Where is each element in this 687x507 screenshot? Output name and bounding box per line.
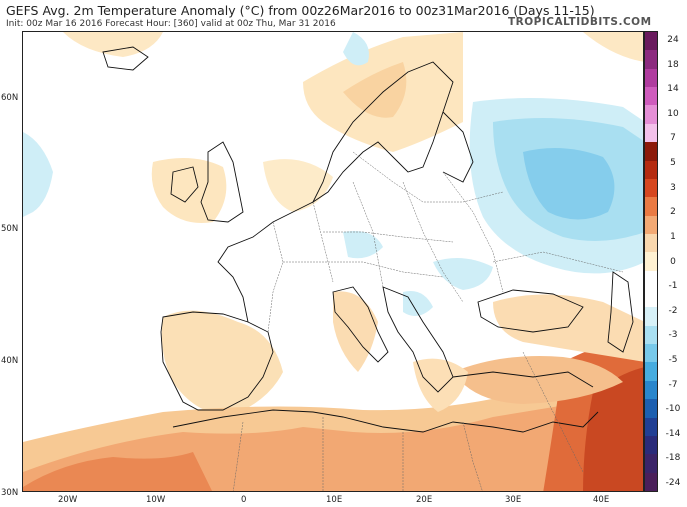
colorbar-tick-label: 14	[667, 84, 679, 95]
coastlines	[102, 46, 634, 433]
colorbar-labels: 24 18 14 10 7 5 3 2 1 0 -1 -2 -3 -5 -7 -10 -14 -18 -24	[660, 31, 686, 492]
colorbar	[644, 31, 658, 492]
colorbar-swatch	[645, 68, 657, 88]
lat-label-30n: 30N	[1, 488, 19, 498]
brand-watermark: TROPICALTIDBITS.COM	[508, 16, 652, 28]
lat-label-60n: 60N	[1, 93, 19, 103]
colorbar-swatch	[645, 160, 657, 179]
lon-label-30e: 30E	[505, 495, 522, 505]
colorbar-swatch	[645, 178, 657, 198]
colorbar-swatch	[645, 123, 657, 143]
lon-label-10e: 10E	[326, 495, 343, 505]
colorbar-tick-label: 2	[670, 207, 676, 218]
colorbar-tick-label: -3	[668, 330, 678, 341]
colorbar-swatch	[645, 417, 657, 436]
colorbar-tick-label: -10	[665, 404, 681, 415]
lat-label-40n: 40N	[1, 356, 19, 366]
colorbar-swatch	[645, 142, 657, 161]
lon-label-20w: 20W	[58, 495, 78, 505]
colorbar-tick-label: 10	[667, 108, 679, 119]
colorbar-tick-label: -14	[665, 428, 681, 439]
colorbar-swatch	[645, 344, 657, 363]
colorbar-swatch	[645, 380, 657, 400]
colorbar-swatch	[645, 252, 657, 271]
colorbar-tick-label: -1	[668, 281, 678, 292]
colorbar-swatch	[645, 233, 657, 253]
colorbar-tick-label: 1	[670, 231, 676, 242]
lon-label-40e: 40E	[593, 495, 610, 505]
colorbar-swatch	[645, 325, 657, 345]
colorbar-tick-label: 5	[670, 158, 676, 169]
lon-label-0: 0	[241, 495, 247, 505]
lon-label-10w: 10W	[146, 495, 166, 505]
colorbar-swatch	[645, 32, 657, 51]
colorbar-swatch	[645, 215, 657, 234]
colorbar-swatch	[645, 435, 657, 455]
colorbar-swatch	[645, 50, 657, 69]
colorbar-swatch	[645, 399, 657, 418]
colorbar-tick-label: 0	[670, 256, 676, 267]
colorbar-swatch	[645, 472, 657, 491]
colorbar-swatch	[645, 307, 657, 326]
colorbar-tick-label: -5	[668, 354, 678, 365]
country-borders	[233, 151, 624, 491]
colorbar-tick-label: 24	[667, 35, 679, 45]
colorbar-tick-label: -18	[665, 453, 681, 464]
colorbar-swatch	[645, 87, 657, 106]
colorbar-swatch	[645, 289, 657, 308]
chart-subtitle: Init: 00z Mar 16 2016 Forecast Hour: [36…	[6, 19, 336, 29]
chart-title: GEFS Avg. 2m Temperature Anomaly (°C) fr…	[6, 3, 595, 18]
lat-label-50n: 50N	[1, 224, 19, 234]
colorbar-tick-label: 3	[670, 182, 676, 193]
colorbar-tick-label: -24	[665, 478, 681, 488]
colorbar-swatch	[645, 105, 657, 124]
colorbar-tick-label: -2	[668, 305, 678, 316]
colorbar-swatch	[645, 362, 657, 381]
colorbar-tick-label: -7	[668, 379, 678, 390]
lon-label-20e: 20E	[416, 495, 433, 505]
cool-anomaly-shading	[23, 32, 643, 316]
colorbar-swatch	[645, 197, 657, 216]
colorbar-swatch	[645, 270, 657, 290]
colorbar-tick-label: 18	[667, 59, 679, 70]
colorbar-tick-label: 7	[670, 133, 676, 144]
colorbar-swatch	[645, 454, 657, 473]
warm-anomaly-shading	[23, 32, 643, 491]
anomaly-map	[22, 31, 644, 492]
